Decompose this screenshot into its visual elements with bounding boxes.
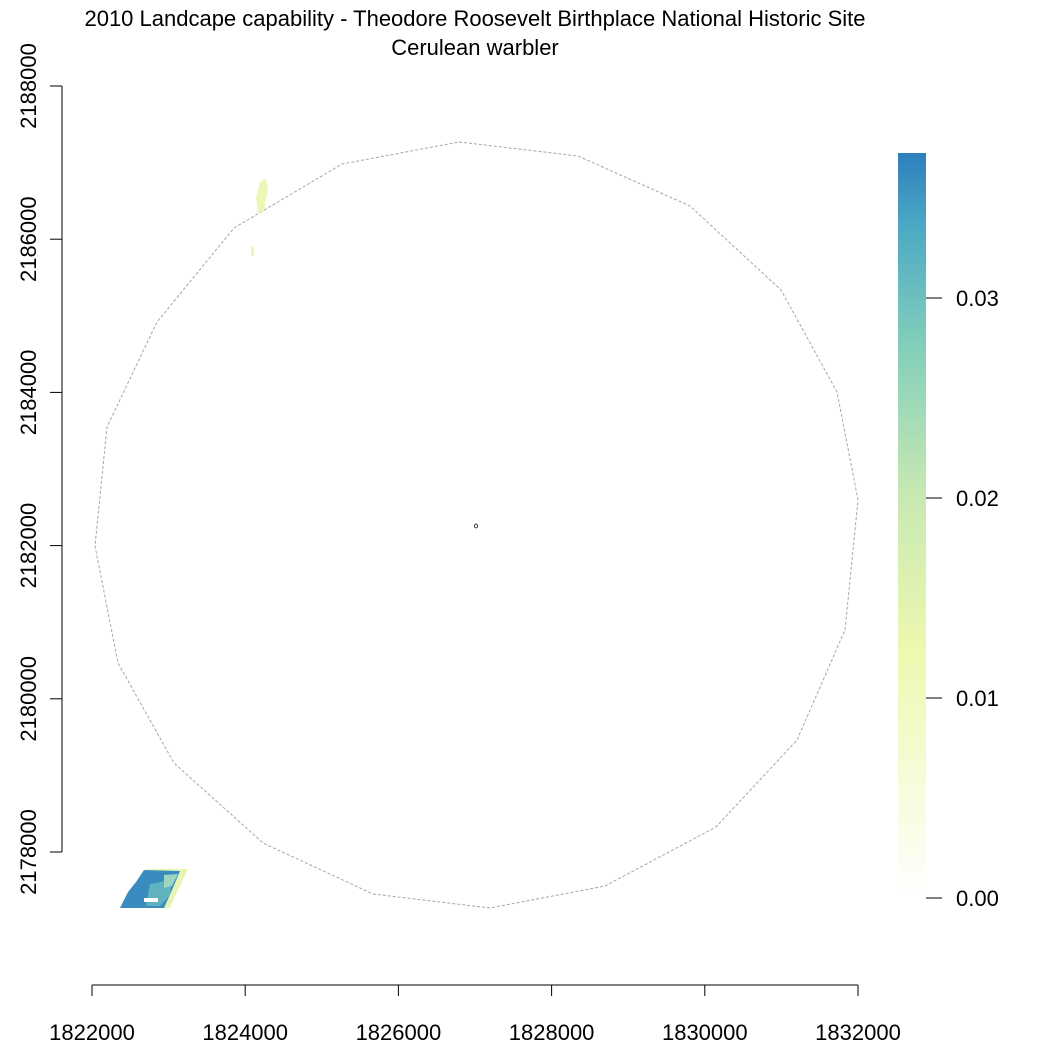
x-tick-label: 1824000 <box>202 1020 288 1045</box>
y-tick-label: 2178000 <box>16 809 41 895</box>
x-tick-label: 1826000 <box>356 1020 442 1045</box>
site-center-marker <box>474 523 478 529</box>
capability-patch-light <box>164 874 178 888</box>
legend-color-bar <box>898 153 926 900</box>
capability-raster-patch <box>120 869 188 908</box>
capability-patch-gap <box>144 898 158 902</box>
x-axis: 1822000 1824000 1826000 1828000 1830000 18320… <box>49 984 901 1045</box>
legend-tick-label: 0.00 <box>956 886 999 911</box>
legend-tick-label: 0.03 <box>956 286 999 311</box>
y-tick-label: 2188000 <box>16 43 41 129</box>
map-subtitle: Cerulean warbler <box>391 35 559 60</box>
x-tick-label: 1830000 <box>662 1020 748 1045</box>
y-tick-label: 2180000 <box>16 656 41 742</box>
legend: 0.00 0.01 0.02 0.03 <box>898 153 999 911</box>
y-tick-label: 2184000 <box>16 350 41 436</box>
y-tick-label: 2182000 <box>16 503 41 589</box>
x-tick-label: 1822000 <box>49 1020 135 1045</box>
y-tick-label: 2186000 <box>16 196 41 282</box>
legend-tick-label: 0.02 <box>956 486 999 511</box>
legend-tick-label: 0.01 <box>956 686 999 711</box>
site-buffer-boundary <box>94 141 859 909</box>
x-tick-label: 1828000 <box>509 1020 595 1045</box>
y-axis: 2178000 2180000 2182000 2184000 2186000 21880… <box>16 43 63 895</box>
capability-patch-north <box>256 178 268 214</box>
x-tick-label: 1832000 <box>815 1020 901 1045</box>
capability-patch-small <box>251 246 254 256</box>
low-capability-patches <box>251 178 268 256</box>
map-title: 2010 Landcape capability - Theodore Roos… <box>84 6 866 31</box>
